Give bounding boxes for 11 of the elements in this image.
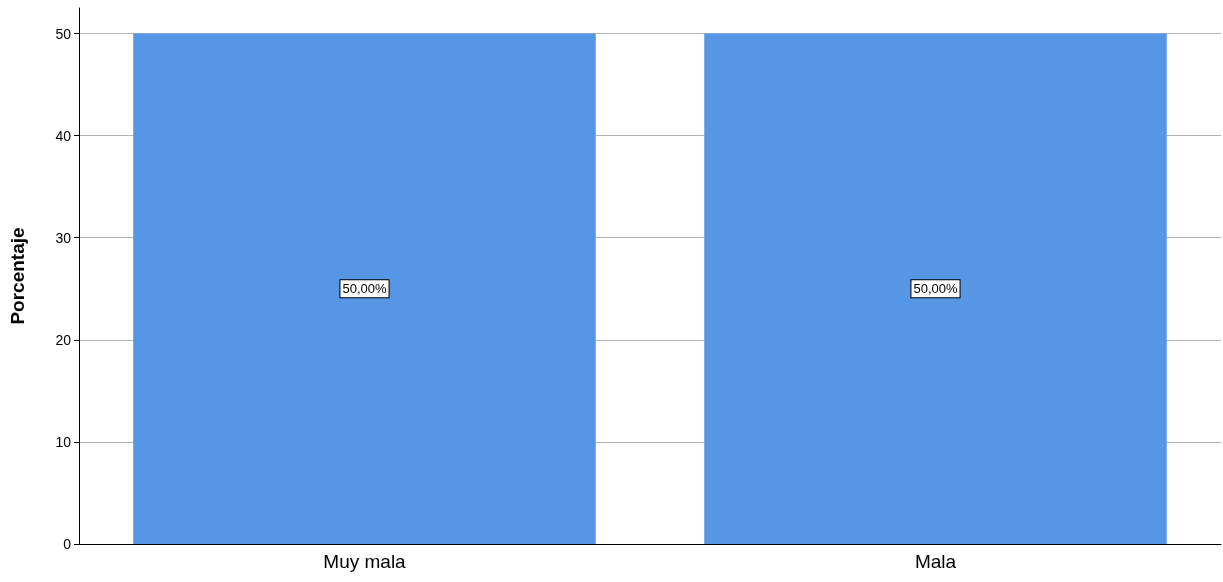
y-tick-label: 30 <box>55 229 72 246</box>
y-tick-label: 50 <box>55 25 72 42</box>
y-tick-label: 40 <box>55 127 72 144</box>
y-tick-label: 20 <box>55 331 72 348</box>
x-tick-label: Muy mala <box>323 551 407 572</box>
y-tick-label: 10 <box>55 433 72 450</box>
x-tick-label: Mala <box>914 551 957 572</box>
data-label: 50,00% <box>342 281 387 297</box>
data-label: 50,00% <box>913 281 958 297</box>
y-axis-title: Porcentaje <box>7 227 28 325</box>
y-tick-label: 0 <box>63 536 72 552</box>
